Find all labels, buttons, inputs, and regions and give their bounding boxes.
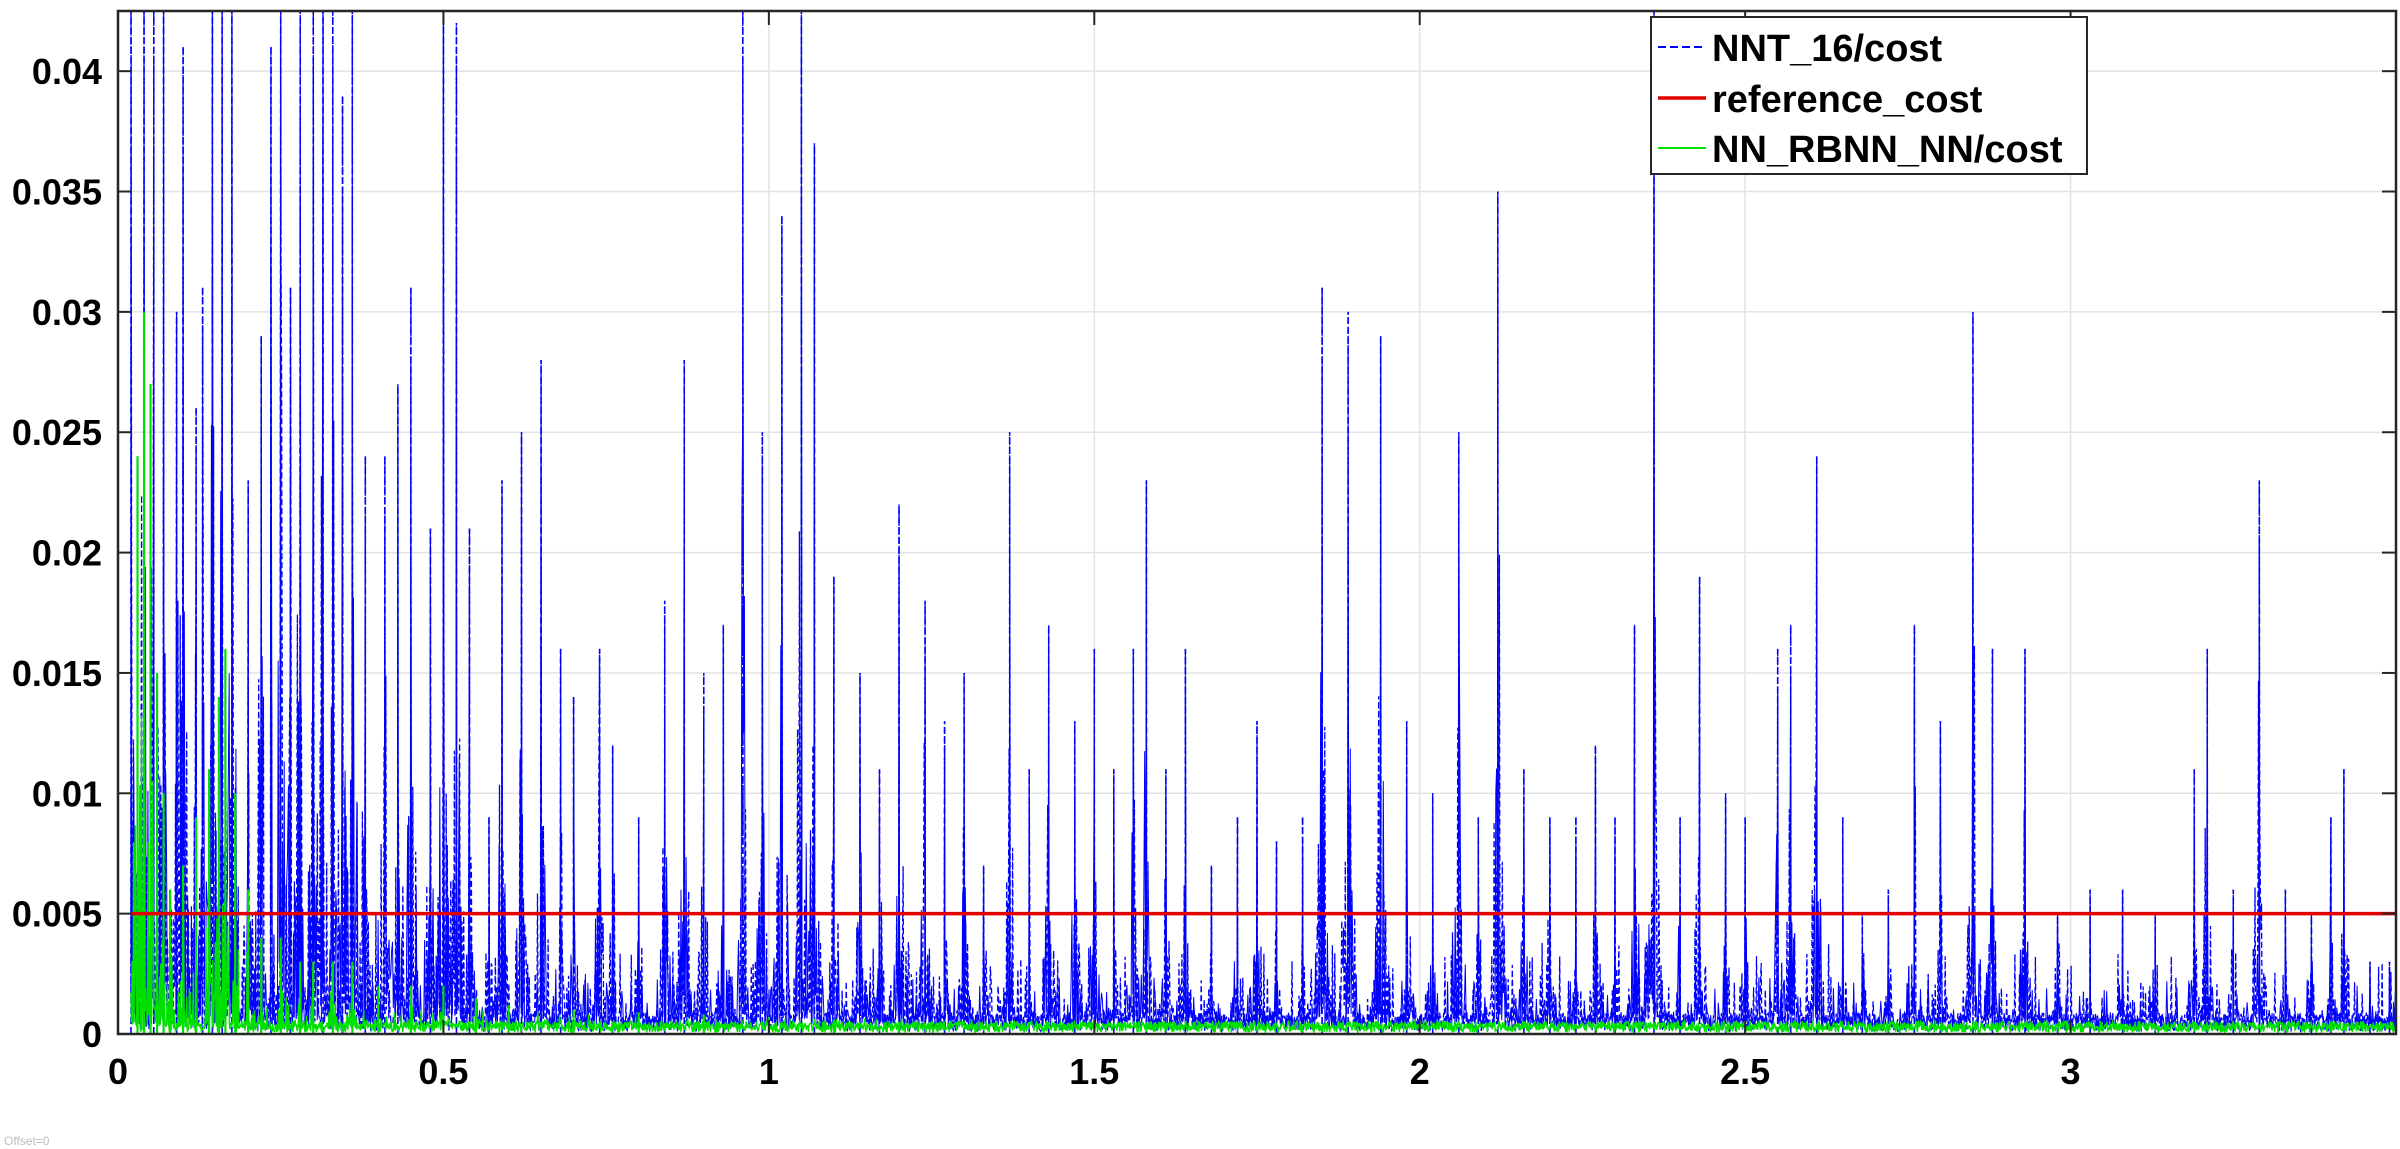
y-tick-label: 0.005 xyxy=(12,894,102,935)
x-tick-label: 2.5 xyxy=(1720,1051,1770,1092)
series-line-nn-rbnn-nn xyxy=(130,311,2396,1034)
x-tick-label: 0.5 xyxy=(418,1051,468,1092)
x-tick-label: 0 xyxy=(108,1051,128,1092)
x-tick-label: 1 xyxy=(759,1051,779,1092)
x-tick-label: 1.5 xyxy=(1069,1051,1119,1092)
x-tick-label: 3 xyxy=(2061,1051,2081,1092)
y-tick-label: 0.015 xyxy=(12,653,102,694)
y-tick-label: 0.02 xyxy=(32,533,102,574)
offset-label: Offset=0 xyxy=(4,1134,50,1148)
legend: NNT_16/cost reference_cost NN_RBNN_NN/co… xyxy=(1650,16,2088,175)
plot-area-frame xyxy=(116,9,2398,1036)
legend-box xyxy=(1650,16,2088,175)
y-tick-label: 0.04 xyxy=(32,51,102,92)
x-axis-tick-labels: 0 0.5 1 1.5 2 2.5 3 xyxy=(108,1051,2081,1092)
legend-label-nn-rbnn-nn: NN_RBNN_NN/cost xyxy=(1712,129,2063,171)
y-tick-label: 0.035 xyxy=(12,172,102,213)
y-tick-label: 0.03 xyxy=(32,292,102,333)
y-axis-tick-labels: 0 0.005 0.01 0.015 0.02 0.025 0.03 0.035 0.04 xyxy=(12,51,102,1055)
y-tick-label: 0.01 xyxy=(32,773,102,814)
legend-label-nnt16: NNT_16/cost xyxy=(1712,28,1943,70)
series-layer xyxy=(130,11,2396,1034)
legend-label-reference-cost: reference_cost xyxy=(1712,79,1983,121)
y-tick-label: 0.025 xyxy=(12,412,102,453)
x-tick-label: 2 xyxy=(1410,1051,1430,1092)
y-tick-label: 0 xyxy=(82,1014,102,1055)
